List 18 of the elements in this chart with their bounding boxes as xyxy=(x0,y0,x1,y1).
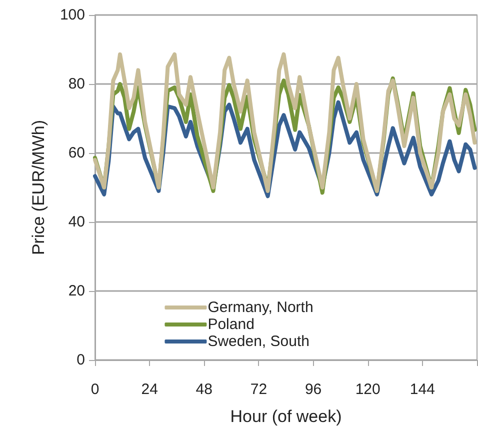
x-tick-label: 144 xyxy=(410,381,435,398)
y-tick-label: 100 xyxy=(60,6,85,24)
y-tick-label: 20 xyxy=(68,282,85,300)
y-tick-label: 80 xyxy=(68,76,85,92)
x-tick-label: 48 xyxy=(196,381,212,398)
y-axis-title: Price (EUR/MWh) xyxy=(29,120,48,256)
x-tick-label: 96 xyxy=(304,381,322,398)
legend-label: Poland xyxy=(208,316,254,333)
x-tick-label: 72 xyxy=(250,381,268,398)
x-tick-label: 0 xyxy=(90,381,100,398)
x-axis-title: Hour (of week) xyxy=(230,407,342,426)
legend-label: Sweden, South xyxy=(208,333,310,350)
y-tick-label: 0 xyxy=(76,352,85,368)
x-tick-label: 120 xyxy=(355,381,380,398)
y-tick-label: 40 xyxy=(68,214,85,230)
y-tick-label: 60 xyxy=(68,144,85,162)
legend-label: Germany, North xyxy=(208,299,314,316)
x-tick-label: 24 xyxy=(141,381,158,398)
